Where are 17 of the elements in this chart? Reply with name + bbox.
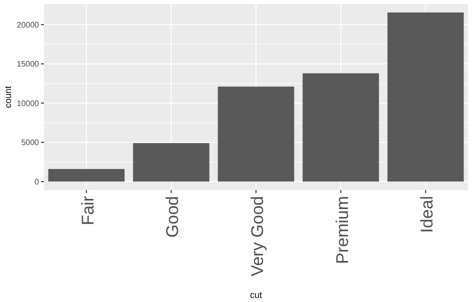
- y-tick-label: 5000: [21, 138, 40, 148]
- bar: [302, 73, 379, 182]
- y-axis-title: count: [3, 86, 13, 108]
- x-tick-label: Fair: [78, 196, 98, 226]
- bar: [218, 86, 294, 182]
- x-tick-label: Ideal: [418, 196, 437, 233]
- bar: [387, 12, 464, 182]
- x-tick-label: Very Good: [248, 196, 267, 276]
- y-tick-label: 0: [34, 177, 40, 186]
- bar: [48, 168, 125, 182]
- y-tick-label: 15000: [16, 60, 40, 69]
- y-tick-label: 10000: [16, 98, 40, 108]
- x-tick-label: Premium: [332, 196, 352, 264]
- x-axis-title: cut: [250, 290, 262, 300]
- y-tick-label: 20000: [16, 20, 40, 30]
- bar: [133, 143, 210, 182]
- x-tick-label: Good: [163, 196, 182, 238]
